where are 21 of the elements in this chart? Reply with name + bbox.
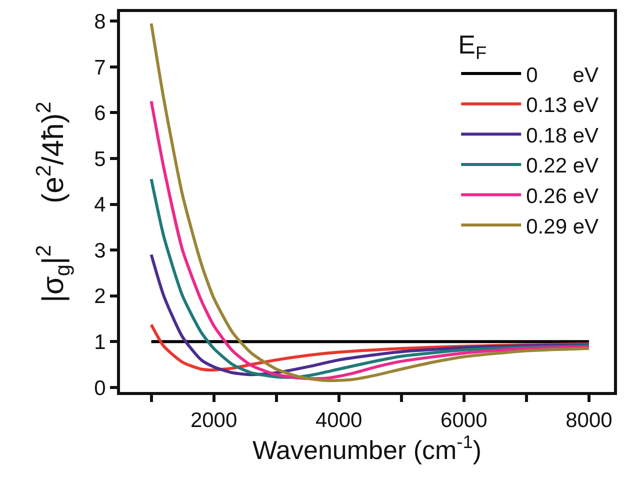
legend-label: 0 eV [526, 64, 598, 87]
x-axis-title: Wavenumber (cm$^{-1}$) [252, 432, 482, 466]
legend-label: 0.22 eV [526, 154, 599, 178]
y-tick-label: 5 [94, 148, 106, 171]
legend-label: 0.13 eV [526, 94, 599, 118]
y-tick-label: 7 [94, 56, 106, 80]
y-tick-label: 8 [94, 10, 106, 34]
legend-label: 0.18 eV [526, 124, 599, 148]
x-tick-label: 8000 [566, 409, 612, 432]
x-tick-label: 6000 [440, 409, 488, 432]
x-tick-label: 2000 [190, 409, 238, 432]
y-tick-label: 4 [94, 194, 106, 217]
legend-label: 0.26 eV [526, 184, 599, 208]
y-tick-label: 3 [94, 239, 106, 262]
legend-title: E$_{F}$ [458, 29, 487, 63]
y-tick-label: 1 [94, 330, 106, 354]
x-tick-label: 4000 [316, 409, 362, 432]
legend-label: 0.29 eV [526, 215, 599, 238]
y-tick-label: 2 [94, 285, 106, 308]
y-tick-label: 0 [94, 376, 106, 400]
y-tick-label: 6 [94, 102, 106, 126]
